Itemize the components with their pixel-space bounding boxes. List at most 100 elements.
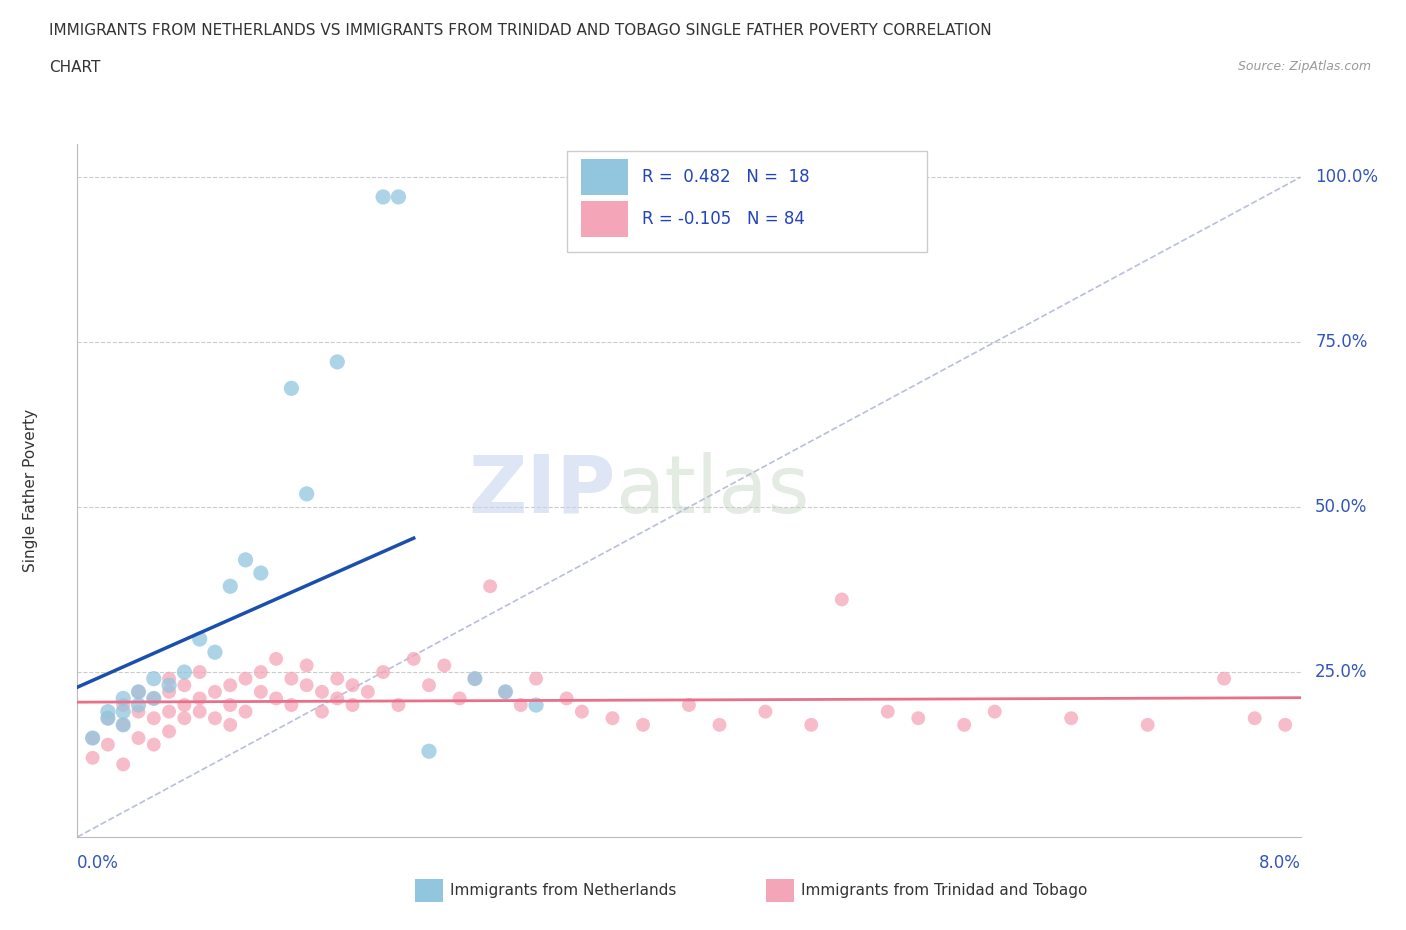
Point [709,717,731,732]
Point [495,684,517,699]
Point [295,678,318,693]
Point [127,704,149,719]
Point [112,691,135,706]
Point [1060,711,1083,725]
Point [524,698,547,712]
Point [524,671,547,686]
Point [127,684,149,699]
Point [219,678,242,693]
Point [250,565,273,580]
Point [97,704,120,719]
Point [418,744,440,759]
Text: 0.0%: 0.0% [77,855,120,872]
Bar [581,159,627,195]
Point [602,711,624,725]
Point [280,698,302,712]
Point [357,684,380,699]
Point [204,684,226,699]
Point [464,671,486,686]
Point [250,684,273,699]
Point [250,665,273,680]
Point [188,665,211,680]
Point [326,691,349,706]
Text: Source: ZipAtlas.com: Source: ZipAtlas.com [1237,60,1371,73]
Point [157,704,180,719]
Point [97,711,120,725]
Point [295,486,318,501]
Point [631,717,654,732]
Text: R = -0.105   N = 84: R = -0.105 N = 84 [643,210,806,228]
Point [907,711,929,725]
Bar [581,201,627,237]
Point [433,658,456,673]
Point [188,691,211,706]
Point [157,724,180,738]
Point [1213,671,1236,686]
Point [342,678,364,693]
Point [280,381,302,396]
Point [112,698,135,712]
Text: 75.0%: 75.0% [1315,333,1368,352]
Point [127,698,149,712]
Point [418,678,440,693]
Point [509,698,531,712]
Point [831,592,853,607]
Point [219,717,242,732]
Point [264,691,287,706]
Point [464,671,486,686]
Text: Immigrants from Netherlands: Immigrants from Netherlands [450,883,676,898]
Point [112,717,135,732]
Point [142,737,165,752]
Point [555,691,578,706]
Point [371,190,394,205]
Point [449,691,471,706]
Point [219,578,242,593]
Text: R =  0.482   N =  18: R = 0.482 N = 18 [643,168,810,186]
Point [571,704,593,719]
Point [173,678,195,693]
Point [342,698,364,712]
Point [754,704,776,719]
Point [142,691,165,706]
Point [157,684,180,699]
Point [387,698,409,712]
Text: ZIP: ZIP [468,452,616,529]
Text: Single Father Poverty: Single Father Poverty [24,409,38,572]
Point [127,731,149,746]
Text: atlas: atlas [616,452,810,529]
Point [204,644,226,659]
Point [127,684,149,699]
Point [311,704,333,719]
Point [800,717,823,732]
Point [112,704,135,719]
Point [188,631,211,646]
Point [678,698,700,712]
Point [97,737,120,752]
Point [173,665,195,680]
FancyBboxPatch shape [567,151,928,251]
Point [142,711,165,725]
Point [173,711,195,725]
Point [1136,717,1159,732]
Point [112,757,135,772]
Point [97,711,120,725]
Point [264,651,287,666]
Point [1243,711,1265,725]
Point [204,711,226,725]
Point [142,671,165,686]
Point [112,717,135,732]
Point [188,704,211,719]
Point [876,704,898,719]
Point [311,684,333,699]
Point [984,704,1007,719]
Point [235,704,257,719]
Point [173,698,195,712]
Point [219,698,242,712]
Point [953,717,976,732]
Point [82,751,104,765]
Point [387,190,409,205]
Point [235,671,257,686]
Point [495,684,517,699]
Text: 25.0%: 25.0% [1315,663,1368,681]
Point [326,354,349,369]
